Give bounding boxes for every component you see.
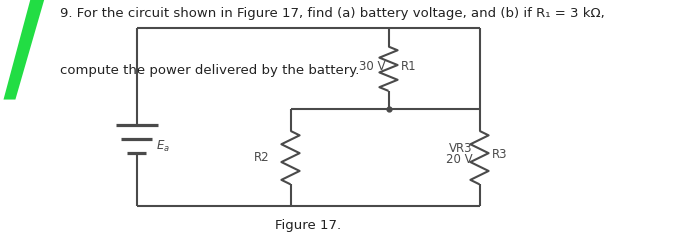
Text: 20 V: 20 V — [446, 154, 473, 166]
Text: $E_a$: $E_a$ — [156, 139, 170, 155]
Text: VR3: VR3 — [449, 142, 472, 155]
Text: R3: R3 — [492, 148, 508, 160]
Text: compute the power delivered by the battery.: compute the power delivered by the batte… — [60, 64, 359, 77]
Text: 9. For the circuit shown in Figure 17, find (a) battery voltage, and (b) if R₁ =: 9. For the circuit shown in Figure 17, f… — [60, 7, 604, 20]
Text: 30 V: 30 V — [358, 60, 385, 73]
Text: Figure 17.: Figure 17. — [275, 219, 341, 232]
Text: R1: R1 — [401, 60, 416, 73]
Text: R2: R2 — [254, 151, 270, 164]
